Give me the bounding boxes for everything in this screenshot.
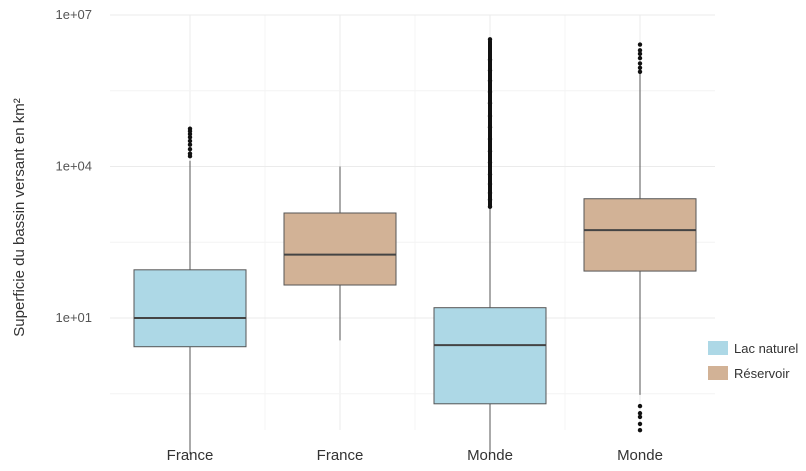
y-tick-label: 1e+07 bbox=[55, 7, 92, 22]
outlier-point bbox=[487, 197, 493, 202]
outlier-point bbox=[487, 181, 493, 187]
outlier-point bbox=[637, 65, 643, 71]
outlier-point bbox=[487, 89, 493, 95]
outlier-point bbox=[487, 149, 493, 154]
legend-label: Lac naturel bbox=[734, 341, 798, 356]
outlier-point bbox=[487, 113, 493, 119]
x-category-label: France bbox=[167, 447, 214, 464]
x-category-label: Monde bbox=[617, 447, 663, 464]
outlier-point bbox=[487, 172, 493, 177]
box-iqr bbox=[283, 212, 397, 286]
outlier-point bbox=[637, 55, 643, 61]
outlier-point bbox=[187, 126, 193, 131]
box-iqr bbox=[583, 198, 697, 272]
legend-swatch bbox=[708, 366, 728, 380]
outlier-point bbox=[487, 125, 493, 130]
x-category-label: Monde bbox=[467, 447, 513, 464]
legend-swatch bbox=[708, 341, 728, 355]
y-tick-label: 1e+04 bbox=[55, 159, 92, 174]
outlier-point bbox=[487, 37, 493, 42]
outlier-point bbox=[487, 190, 493, 196]
outlier-point bbox=[487, 204, 493, 209]
x-category-label: France bbox=[317, 447, 364, 464]
outlier-point bbox=[637, 51, 643, 57]
outlier-point bbox=[187, 151, 193, 156]
outlier-point bbox=[187, 135, 193, 140]
outlier-point bbox=[487, 136, 493, 142]
y-axis-title: Superficie du bassin versant en km² bbox=[11, 98, 28, 336]
y-tick-label: 1e+01 bbox=[55, 310, 92, 325]
outlier-point bbox=[637, 428, 643, 433]
outlier-point bbox=[637, 61, 643, 66]
outlier-point bbox=[637, 403, 643, 409]
outlier-point bbox=[487, 68, 493, 73]
box-iqr bbox=[433, 307, 547, 405]
legend-label: Réservoir bbox=[734, 366, 790, 381]
outlier-point bbox=[487, 160, 493, 165]
outlier-point bbox=[637, 411, 643, 416]
outlier-point bbox=[637, 69, 643, 75]
box-iqr bbox=[133, 269, 247, 348]
outlier-point bbox=[487, 78, 493, 83]
outlier-point bbox=[637, 42, 643, 47]
outlier-point bbox=[487, 57, 493, 62]
outlier-point bbox=[187, 142, 193, 147]
outlier-point bbox=[487, 100, 493, 106]
outlier-point bbox=[637, 421, 643, 427]
outlier-point bbox=[637, 48, 643, 53]
outlier-point bbox=[637, 414, 643, 420]
outlier-point bbox=[187, 138, 193, 144]
outlier-point bbox=[187, 147, 193, 152]
